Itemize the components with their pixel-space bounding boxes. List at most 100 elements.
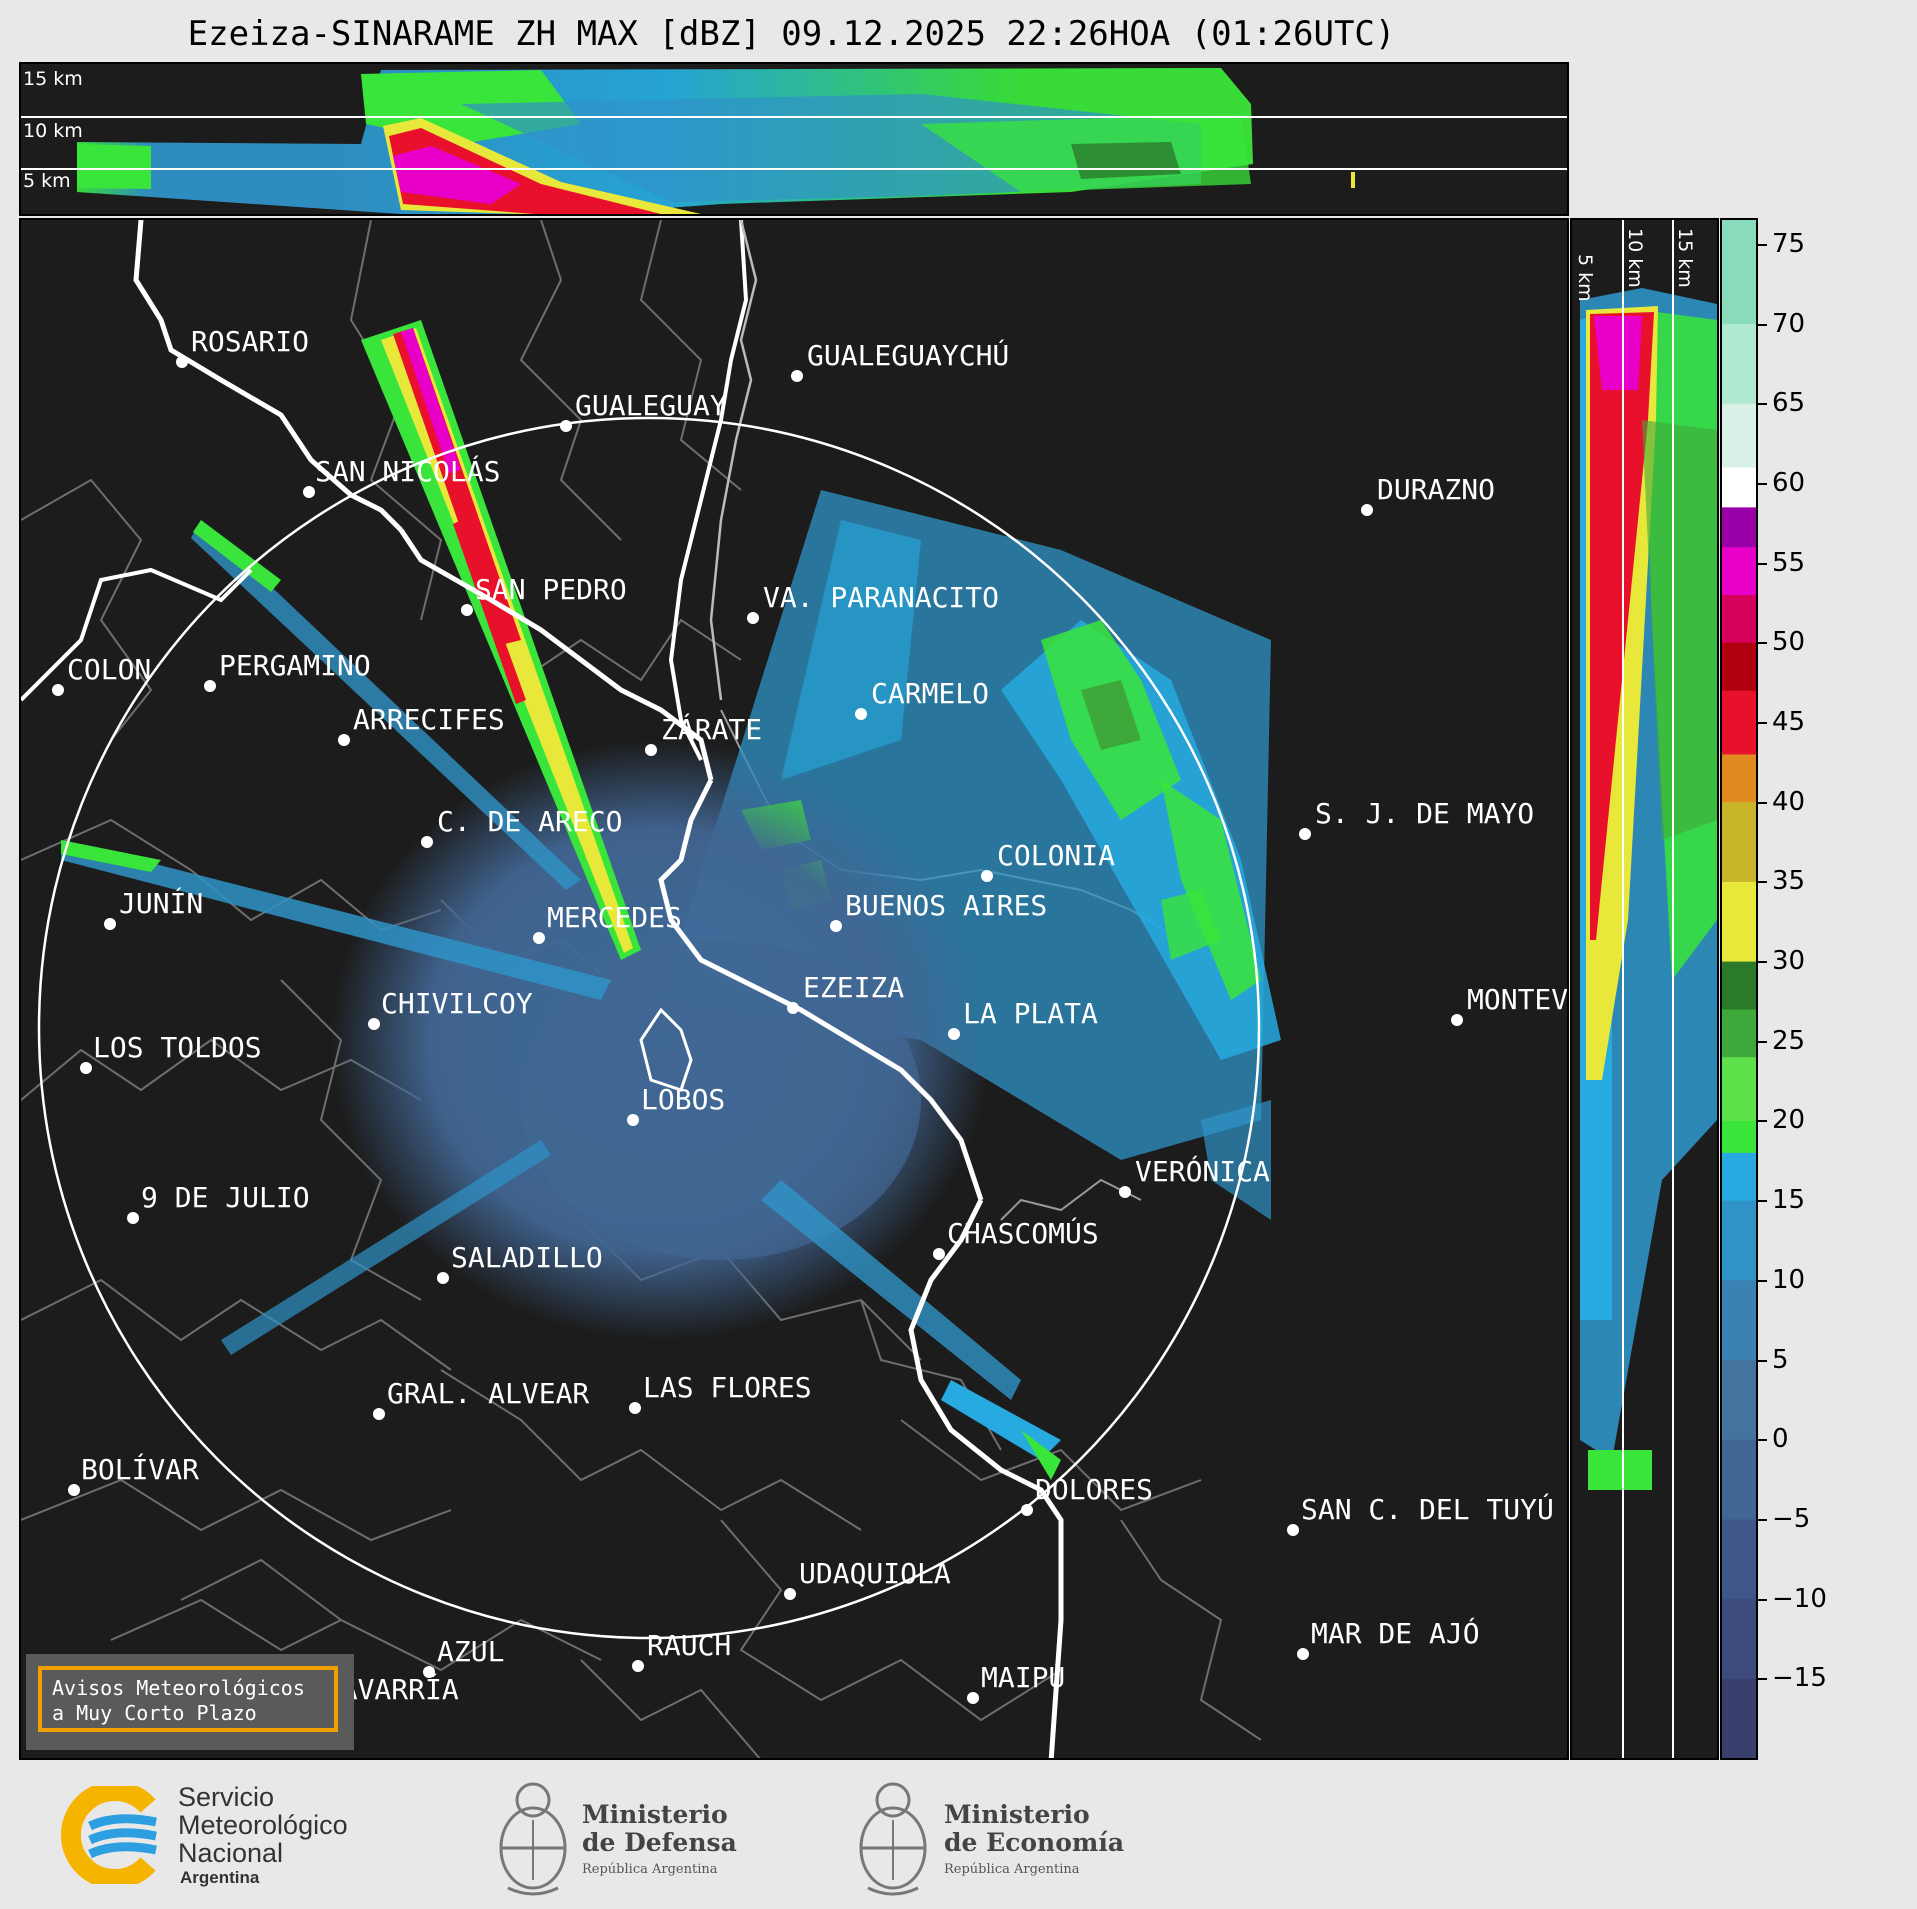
altitude-label-10km: 10 km	[23, 120, 83, 142]
smn-line-2: Meteorológico	[178, 1810, 348, 1840]
colorbar-tick-label: 65	[1772, 388, 1806, 419]
economia-line-3: República Argentina	[944, 1862, 1080, 1877]
colorbar-swatch	[1722, 1518, 1756, 1600]
colorbar-tick-label: 35	[1772, 866, 1806, 897]
radar-map-panel[interactable]: ROSARIO GUALEGUAYCHÚ GUALEGUAY SAN NICOL…	[19, 218, 1569, 1760]
colorbar-swatches	[1722, 220, 1756, 1758]
city-label-saladillo: SALADILLO	[451, 1241, 603, 1274]
city-dot-junin	[104, 918, 116, 930]
city-label-durazno: DURAZNO	[1377, 473, 1496, 506]
city-dot-montevideo	[1451, 1014, 1463, 1026]
city-dot-dolores	[1021, 1504, 1033, 1516]
radar-map-canvas	[21, 220, 1281, 1758]
side-cross-section-panel: 5 km 10 km 15 km	[1570, 218, 1719, 1760]
city-label-mercedes: MERCEDES	[547, 901, 682, 934]
city-dot-9-de-julio	[127, 1212, 139, 1224]
city-label-sj-de-mayo: S. J. DE MAYO	[1315, 797, 1535, 830]
altitude-label-15km: 15 km	[23, 68, 83, 90]
altitude-line-5km	[21, 168, 1567, 170]
city-label-san-pedro: SAN PEDRO	[475, 573, 627, 606]
city-label-dolores: DOLORES	[1035, 1473, 1154, 1506]
economia-line-2: de Economía	[944, 1828, 1125, 1857]
city-label-veronica: VERÓNICA	[1135, 1155, 1270, 1188]
city-label-los-toldos: LOS TOLDOS	[93, 1031, 262, 1064]
city-dot-gral-alvear	[373, 1408, 385, 1420]
city-label-san-c-del-tuyu: SAN C. DEL TUYÚ	[1301, 1493, 1554, 1526]
city-dot-san-pedro	[461, 604, 473, 616]
city-dot-bolivar	[68, 1484, 80, 1496]
colorbar-tick-label: 45	[1772, 707, 1806, 738]
smn-line-4: Argentina	[180, 1868, 260, 1887]
city-label-chivilcoy: CHIVILCOY	[381, 987, 533, 1020]
colorbar-tick-label: 50	[1772, 627, 1806, 658]
city-label-buenos-aires: BUENOS AIRES	[845, 889, 1048, 922]
colorbar-tick-label: 55	[1772, 547, 1806, 578]
colorbar-tick-label: 5	[1772, 1344, 1789, 1375]
city-label-pergamino: PERGAMINO	[219, 649, 371, 682]
city-label-chascomus: CHASCOMÚS	[947, 1217, 1099, 1250]
footer-logos: Servicio Meteorológico Nacional Argentin…	[0, 1762, 1917, 1909]
city-label-gualeguay: GUALEGUAY	[575, 389, 727, 422]
colorbar-swatch	[1722, 546, 1756, 596]
colorbar-tick-label: 15	[1772, 1185, 1806, 1216]
city-dot-pergamino	[204, 680, 216, 692]
city-dot-chascomus	[933, 1248, 945, 1260]
colorbar-swatch	[1722, 881, 1756, 962]
altitude-line-10km	[21, 116, 1567, 118]
city-dot-carmelo	[855, 708, 867, 720]
city-label-mar-de-ajo: MAR DE AJÓ	[1311, 1617, 1480, 1650]
city-label-colon: COLON	[67, 653, 152, 686]
defensa-coat-of-arms-icon	[499, 1782, 567, 1896]
city-dot-gualeguaychu	[791, 370, 803, 382]
colorbar-tick-label: 40	[1772, 786, 1806, 817]
colorbar-tick-label: −15	[1772, 1663, 1827, 1694]
city-label-c-de-areco: C. DE ARECO	[437, 805, 623, 838]
colorbar-ticks: 75 70 65 60 55 50 45 40 35 30 25 20 15 10 5 0 −5 −10 −15	[1758, 218, 1908, 1760]
defensa-line-3: República Argentina	[582, 1862, 718, 1877]
city-dot-colonia	[981, 870, 993, 882]
city-label-udaquiola: UDAQUIOLA	[799, 1557, 951, 1590]
colorbar-swatch	[1722, 1279, 1756, 1361]
city-label-zarate: ZÁRATE	[661, 713, 763, 746]
coastline-rivers	[21, 220, 1064, 1758]
colorbar-tick-label: 70	[1772, 308, 1806, 339]
colorbar-swatch	[1722, 1678, 1756, 1758]
city-dot-ezeiza	[787, 1002, 799, 1014]
city-label-9-de-julio: 9 DE JULIO	[141, 1181, 310, 1214]
avisos-link-box[interactable]: Avisos Meteorológicos a Muy Corto Plazo	[38, 1666, 338, 1732]
avisos-panel[interactable]: Avisos Meteorológicos a Muy Corto Plazo	[26, 1654, 354, 1750]
city-dot-va-paranacito	[747, 612, 759, 624]
colorbar-swatch	[1722, 642, 1756, 691]
city-label-azul: AZUL	[437, 1635, 505, 1668]
city-dot-azul	[423, 1666, 435, 1678]
economia-coat-of-arms-icon	[859, 1782, 927, 1896]
colorbar-swatch	[1722, 220, 1756, 325]
city-dot-saladillo	[437, 1272, 449, 1284]
defensa-line-2: de Defensa	[582, 1828, 737, 1857]
colorbar-swatch	[1722, 1439, 1756, 1520]
side-altitude-line-10km	[1672, 220, 1674, 1758]
colorbar-tick-label: 75	[1772, 228, 1806, 259]
colorbar-swatch	[1722, 506, 1756, 548]
city-label-bolivar: BOLÍVAR	[81, 1453, 200, 1486]
city-dot-la-plata	[948, 1028, 960, 1040]
city-label-la-plata: LA PLATA	[963, 997, 1098, 1030]
city-dot-san-nicolas	[303, 486, 315, 498]
city-dot-maipu	[967, 1692, 979, 1704]
colorbar-tick-label: 0	[1772, 1424, 1789, 1455]
city-dot-los-toldos	[80, 1062, 92, 1074]
page-title: Ezeiza-SINARAME ZH MAX [dBZ] 09.12.2025 …	[187, 14, 1396, 54]
colorbar-tick-label: 10	[1772, 1264, 1806, 1295]
colorbar-swatch	[1722, 690, 1756, 755]
colorbar-swatch	[1722, 753, 1756, 803]
city-dot-las-flores	[629, 1402, 641, 1414]
smn-line-3: Nacional	[178, 1838, 284, 1868]
colorbar-tick-label: −5	[1772, 1503, 1811, 1534]
economia-line-1: Ministerio	[944, 1800, 1090, 1829]
colorbar-tick-label: 20	[1772, 1105, 1806, 1136]
city-dot-sj-de-mayo	[1299, 828, 1311, 840]
colorbar-tick-label: −10	[1772, 1583, 1827, 1614]
city-label-rauch: RAUCH	[647, 1629, 732, 1662]
top-cross-section-panel: 15 km 10 km 5 km	[19, 62, 1569, 216]
colorbar-swatch	[1722, 801, 1756, 882]
